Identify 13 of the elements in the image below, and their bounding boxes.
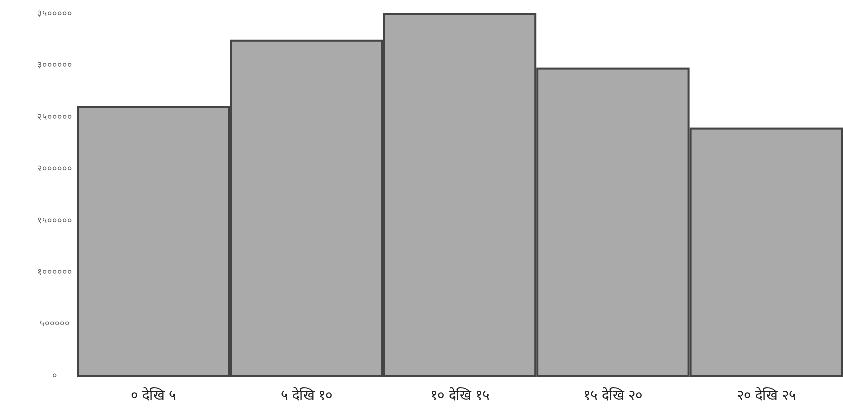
y-tick-label: २५००००० <box>38 112 72 123</box>
y-tick-label: ५००००० <box>40 320 70 330</box>
y-tick-label: ३५००००० <box>38 9 72 20</box>
y-tick-label: १०००००० <box>38 268 72 278</box>
y-tick-label: २०००००० <box>38 164 72 175</box>
x-tick-label: २० देखि २५ <box>736 387 796 404</box>
x-tick-label: ५ देखि १० <box>280 387 333 404</box>
y-tick-label: ३०००००० <box>38 61 72 72</box>
y-tick-label: ० <box>52 371 58 382</box>
y-tick-label: १५००००० <box>38 216 72 226</box>
x-tick-label: ० देखि ५ <box>131 387 176 404</box>
x-tick-label: १० देखि १५ <box>430 387 490 404</box>
x-tick-label: १५ देखि २० <box>584 387 643 404</box>
